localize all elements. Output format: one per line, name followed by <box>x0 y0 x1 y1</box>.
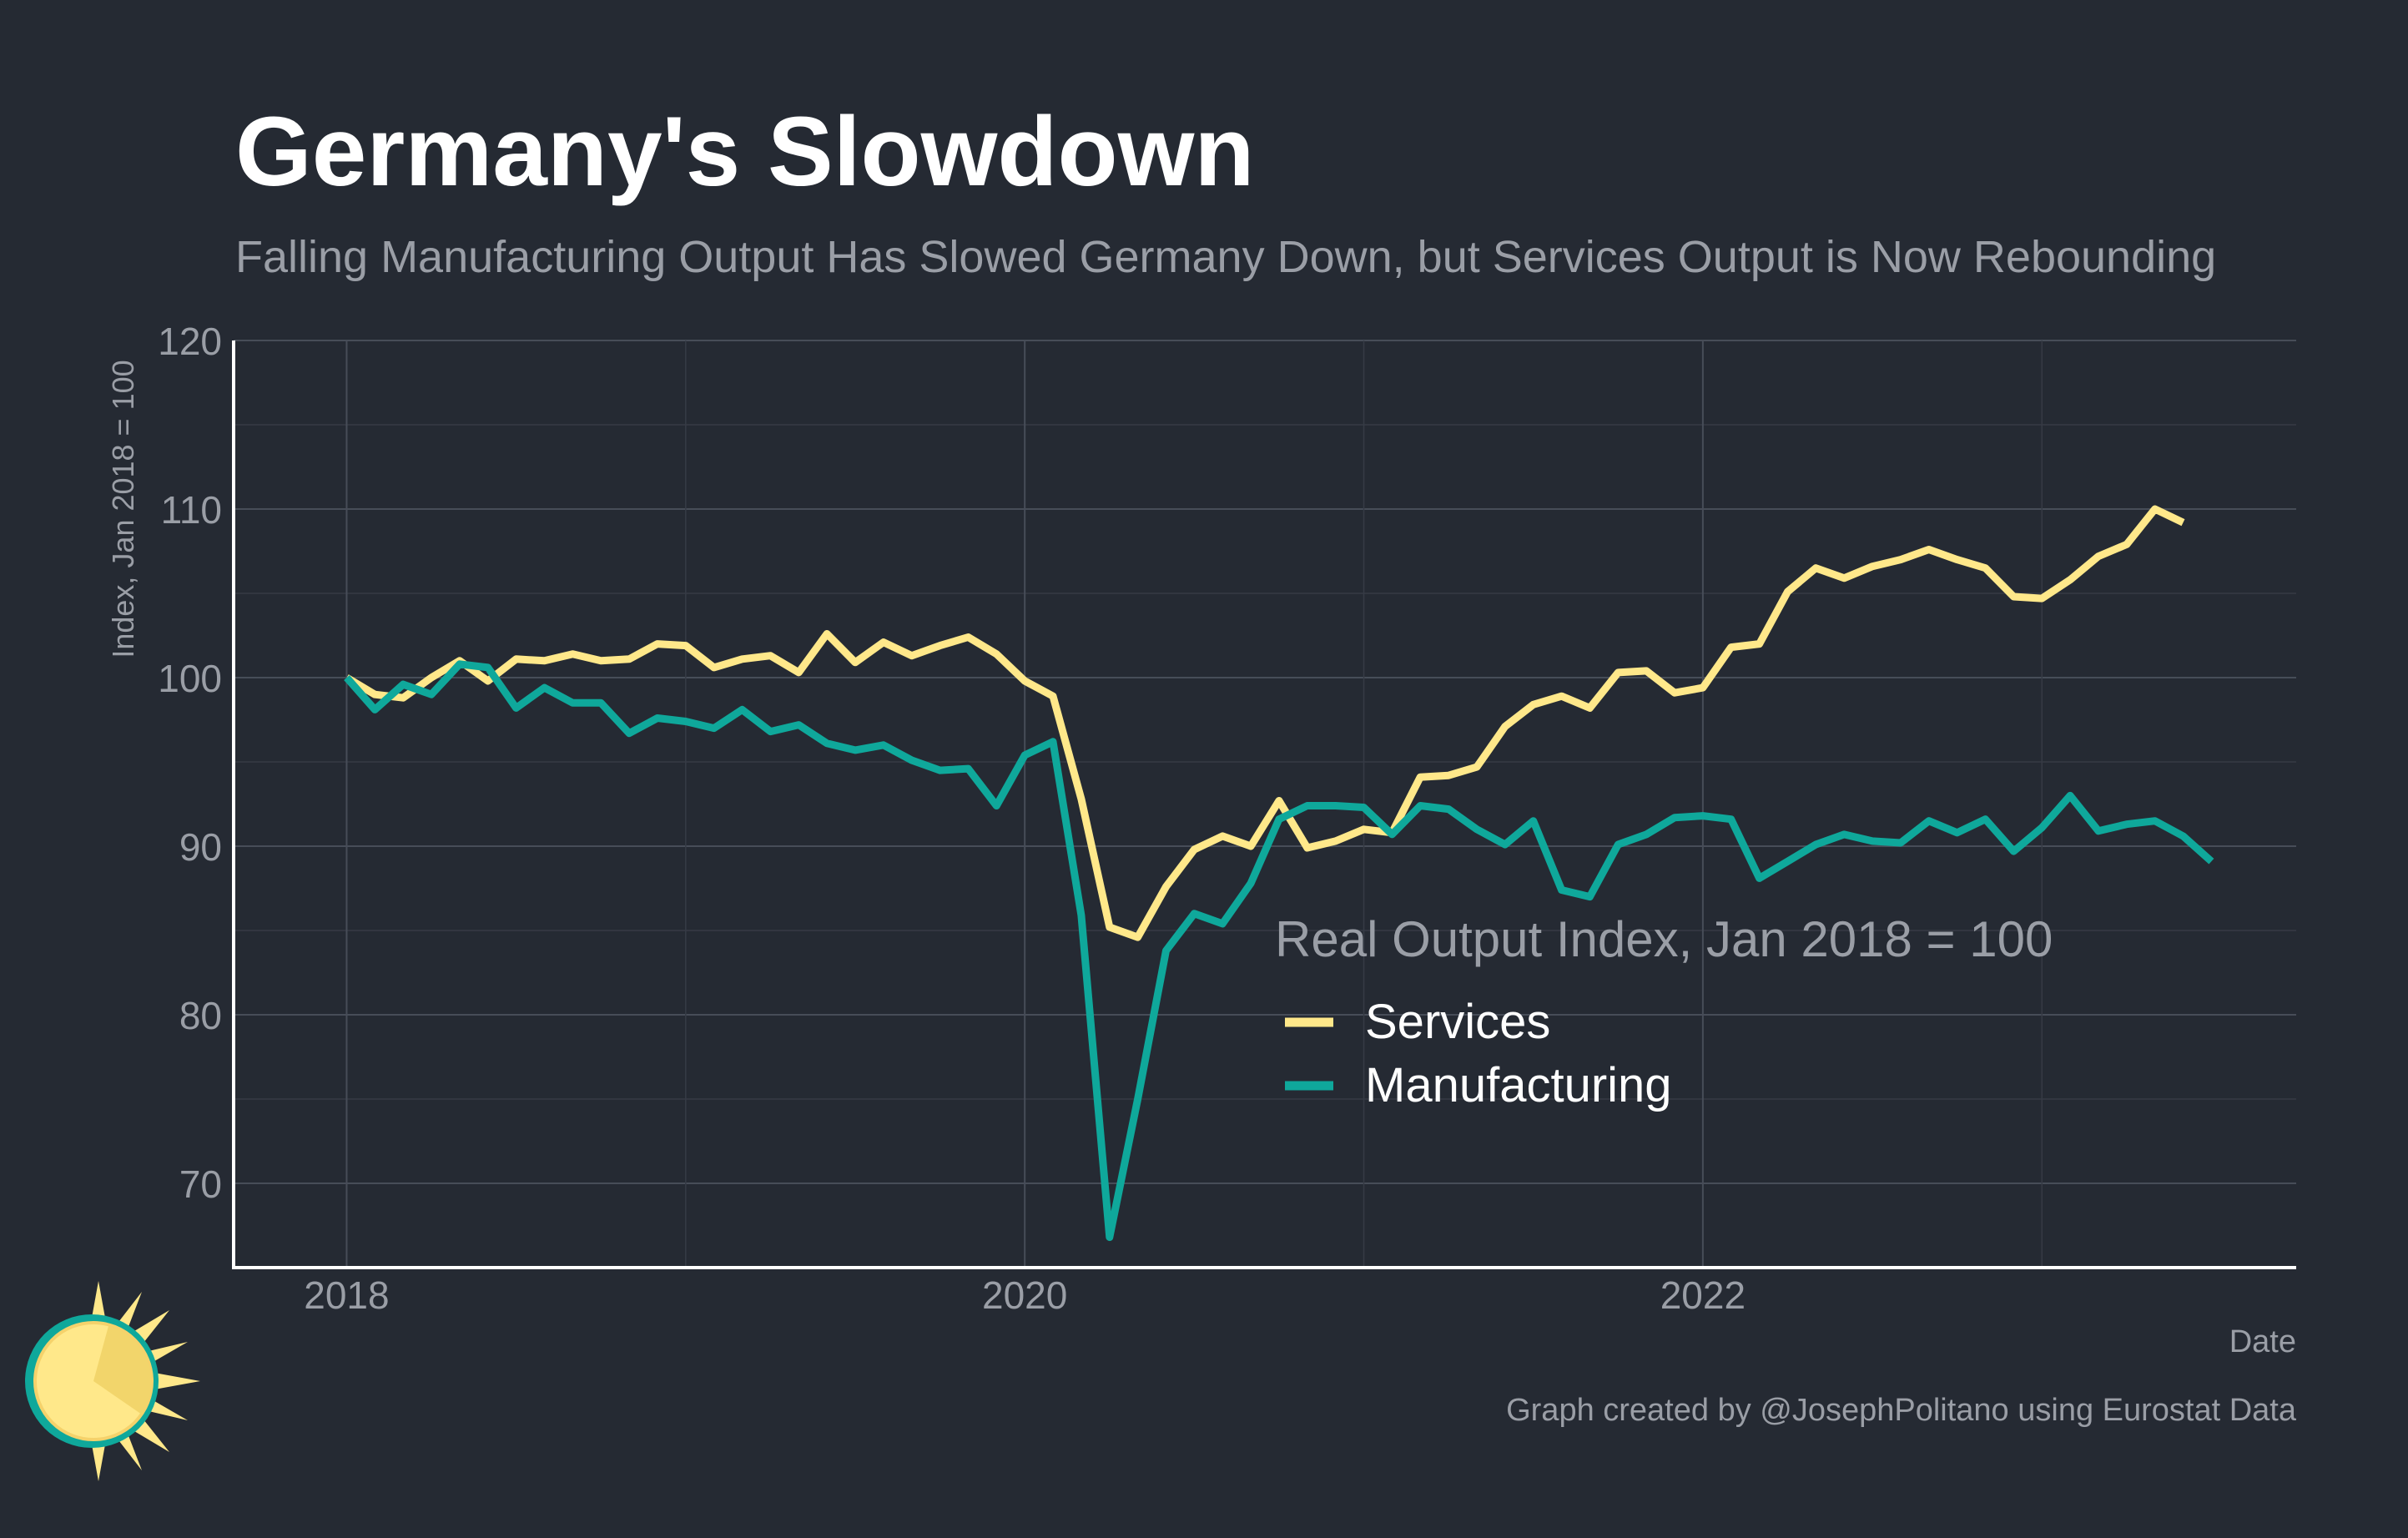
x-tick-labels: 2018 2020 2022 <box>304 1273 1746 1317</box>
chart-title: Germany's Slowdown <box>235 97 1254 207</box>
series-line-manufacturing <box>344 660 2214 1242</box>
y-tick-label: 110 <box>161 488 222 532</box>
x-tick-label: 2020 <box>982 1273 1067 1317</box>
gridlines <box>234 340 2296 1268</box>
y-tick-label: 90 <box>179 825 222 869</box>
y-tick-labels: 70 80 90 100 110 120 <box>158 320 222 1206</box>
y-axis-title: Index, Jan 2018 = 100 <box>106 360 140 658</box>
y-tick-label: 100 <box>158 657 222 700</box>
y-tick-label: 80 <box>179 994 222 1037</box>
legend-title: Real Output Index, Jan 2018 = 100 <box>1275 911 2053 967</box>
series-lines <box>344 505 2214 1242</box>
legend-label-services: Services <box>1365 995 1550 1049</box>
chart-subtitle: Falling Manufacturing Output Has Slowed … <box>235 232 2216 282</box>
x-axis-title: Date <box>2229 1324 2296 1359</box>
chart-caption: Graph created by @JosephPolitano using E… <box>1506 1393 2297 1428</box>
sun-logo-icon <box>25 1281 200 1481</box>
x-tick-label: 2022 <box>1660 1273 1746 1317</box>
series-line-services <box>345 505 2185 941</box>
x-tick-label: 2018 <box>304 1273 389 1317</box>
legend: Real Output Index, Jan 2018 = 100 Servic… <box>1275 911 2053 1112</box>
axes <box>232 340 2296 1269</box>
legend-label-manufacturing: Manufacturing <box>1365 1058 1672 1112</box>
y-tick-label: 70 <box>179 1162 222 1206</box>
y-tick-label: 120 <box>158 320 222 363</box>
